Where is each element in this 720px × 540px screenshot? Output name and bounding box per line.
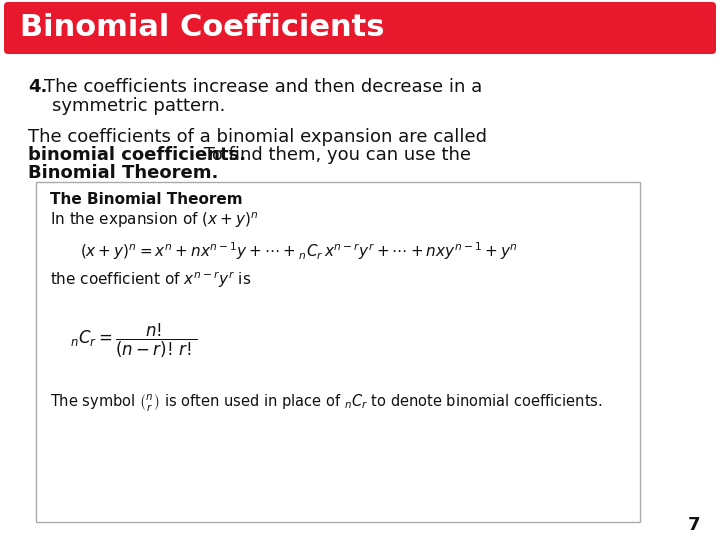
- Text: The symbol $\binom{n}{r}$ is often used in place of $_nC_r$ to denote binomial c: The symbol $\binom{n}{r}$ is often used …: [50, 392, 603, 413]
- Text: the coefficient of $x^{n-r}y^r$ is: the coefficient of $x^{n-r}y^r$ is: [50, 270, 251, 291]
- Text: binomial coefficients.: binomial coefficients.: [28, 146, 246, 164]
- Text: Binomial Coefficients: Binomial Coefficients: [20, 14, 384, 43]
- FancyBboxPatch shape: [4, 2, 716, 54]
- Text: 7: 7: [688, 516, 700, 534]
- Text: $_nC_r = \dfrac{n!}{(n-r)!\,r!}$: $_nC_r = \dfrac{n!}{(n-r)!\,r!}$: [70, 322, 197, 360]
- Text: The coefficients of a binomial expansion are called: The coefficients of a binomial expansion…: [28, 128, 487, 146]
- Text: In the expansion of $(x + y)^n$: In the expansion of $(x + y)^n$: [50, 210, 258, 230]
- Text: $(x + y)^n = x^n + nx^{n-1}y + \cdots +{}_nC_r\, x^{n-r}y^r + \cdots + nxy^{n-1}: $(x + y)^n = x^n + nx^{n-1}y + \cdots +{…: [80, 240, 518, 262]
- FancyBboxPatch shape: [36, 182, 640, 522]
- Text: The Binomial Theorem: The Binomial Theorem: [50, 192, 243, 207]
- Text: Binomial Theorem.: Binomial Theorem.: [28, 164, 218, 182]
- Text: 4.: 4.: [28, 78, 48, 96]
- Text: symmetric pattern.: symmetric pattern.: [52, 97, 225, 115]
- Text: To find them, you can use the: To find them, you can use the: [198, 146, 471, 164]
- Text: The coefficients increase and then decrease in a: The coefficients increase and then decre…: [44, 78, 482, 96]
